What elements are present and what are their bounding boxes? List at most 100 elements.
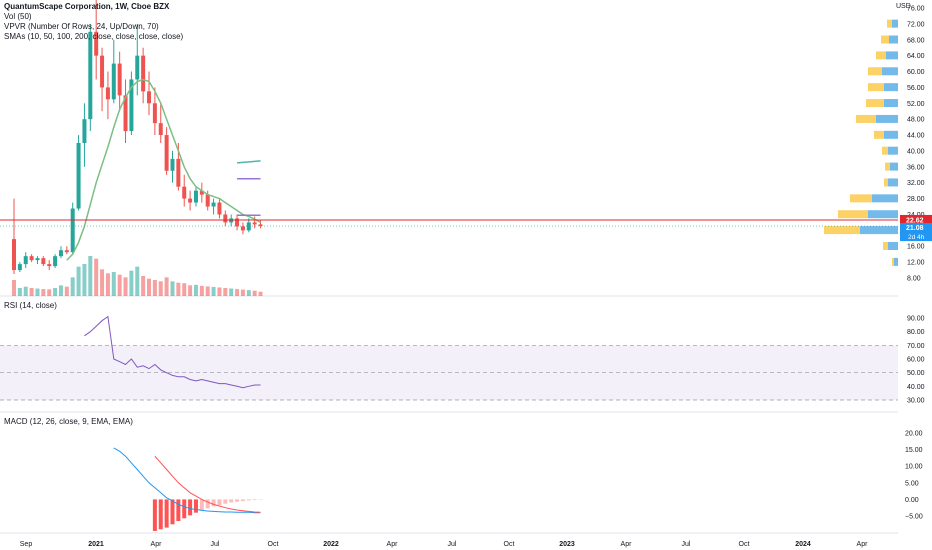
volume-bar	[211, 286, 216, 296]
macd-histogram-bar	[158, 499, 163, 530]
price-tick-label: 76.00	[907, 6, 925, 13]
volume-legend: Vol (50)	[4, 12, 32, 21]
volume-bar	[170, 281, 175, 296]
vp-down-bar	[882, 67, 898, 76]
price-tick-label: 52.00	[907, 101, 925, 108]
price-tick-label: 56.00	[907, 85, 925, 92]
rsi-line	[84, 315, 261, 389]
price-tick-label: 8.00	[907, 276, 921, 283]
candle-body	[217, 202, 222, 215]
candle-body	[111, 63, 116, 100]
macd-histogram-bar	[193, 499, 198, 513]
vp-down-bar	[872, 194, 898, 203]
rsi-tick-label: 40.00	[907, 384, 925, 391]
candle-body	[211, 202, 216, 207]
vp-up-bar	[892, 257, 894, 266]
vp-up-bar	[881, 35, 889, 44]
candle-body	[246, 222, 251, 231]
candle-body	[252, 222, 257, 225]
candle-body	[205, 194, 210, 207]
vp-down-bar	[894, 257, 898, 266]
vp-up-bar	[856, 114, 876, 123]
price-tick-label: 60.00	[907, 69, 925, 76]
price-tick-label: 64.00	[907, 53, 925, 60]
macd-histogram-bar	[205, 499, 210, 509]
time-tick-label: Oct	[739, 541, 750, 548]
macd-tick-label: −5.00	[905, 514, 923, 521]
vp-down-bar	[892, 19, 898, 28]
candle-body	[100, 55, 105, 88]
candle-body	[64, 250, 69, 253]
volume-bar	[223, 288, 228, 296]
candle-body	[12, 239, 16, 271]
candle-body	[188, 198, 193, 203]
volume-bar	[182, 283, 187, 296]
candle-body	[76, 143, 81, 209]
time-tick-label: Oct	[504, 541, 515, 548]
volume-bar	[252, 290, 257, 296]
price-tick-label: 72.00	[907, 21, 925, 28]
price-tick-label: 44.00	[907, 133, 925, 140]
price-tick-label: 16.00	[907, 244, 925, 251]
candle-body	[223, 214, 228, 223]
macd-histogram-bar	[188, 499, 193, 516]
volume-bar	[94, 258, 99, 296]
sma-legend: SMAs (10, 50, 100, 200, close, close, cl…	[4, 32, 184, 41]
macd-histogram-bar	[182, 499, 187, 519]
main-legend: QuantumScape Corporation, 1W, Cboe BZX V…	[4, 2, 183, 42]
macd-histogram-bar	[199, 499, 204, 511]
candle-body	[240, 226, 245, 231]
last-close-tag	[900, 223, 932, 242]
volume-bar	[58, 285, 63, 296]
macd-histogram-bar	[223, 499, 228, 504]
vp-up-bar	[887, 19, 892, 28]
price-tick-label: 36.00	[907, 164, 925, 171]
candle-body	[105, 87, 110, 100]
volume-bar	[176, 282, 181, 296]
rsi-tick-label: 80.00	[907, 329, 925, 336]
last-price-value: 22.62	[906, 217, 924, 224]
vp-down-bar	[886, 51, 898, 60]
volume-bar	[70, 277, 75, 296]
volume-bar	[129, 270, 134, 296]
candle-body	[199, 190, 204, 195]
macd-tick-label: 5.00	[905, 480, 919, 487]
vp-down-bar	[884, 83, 898, 92]
volume-bar	[47, 289, 52, 296]
candle-body	[82, 119, 87, 143]
candle-body	[23, 256, 28, 265]
vp-up-bar	[866, 99, 884, 108]
macd-histogram-bar	[170, 499, 175, 525]
candle-body	[123, 95, 128, 132]
price-tick-label: 40.00	[907, 148, 925, 155]
vp-up-bar	[850, 194, 872, 203]
time-tick-label: Apr	[151, 541, 163, 548]
candle-body	[35, 258, 40, 261]
candle-body	[176, 158, 181, 187]
volume-bar	[88, 256, 93, 296]
candle-body	[152, 103, 157, 124]
last-price-tag	[900, 214, 932, 225]
price-tick-label: 28.00	[907, 196, 925, 203]
volume-bar	[217, 287, 222, 296]
macd-histogram-bar	[252, 499, 257, 501]
volume-bar	[152, 280, 157, 296]
macd-tick-label: 10.00	[905, 464, 923, 471]
vp-down-bar	[884, 99, 898, 108]
candle-body	[182, 186, 187, 199]
sma10-line	[66, 78, 261, 261]
candle-body	[129, 79, 134, 132]
macd-histogram-bar	[235, 499, 240, 502]
vp-down-bar	[868, 210, 898, 219]
candle-body	[94, 31, 99, 56]
macd-histogram-bar	[211, 499, 216, 507]
macd-histogram-bar	[152, 499, 157, 531]
volume-bar	[193, 284, 198, 296]
rsi-tick-label: 60.00	[907, 357, 925, 364]
volume-bar	[76, 266, 81, 296]
macd-legend: MACD (12, 26, close, 9, EMA, EMA)	[4, 417, 133, 426]
candle-body	[135, 55, 140, 80]
volume-bar	[147, 278, 152, 296]
candle-body	[158, 123, 163, 136]
